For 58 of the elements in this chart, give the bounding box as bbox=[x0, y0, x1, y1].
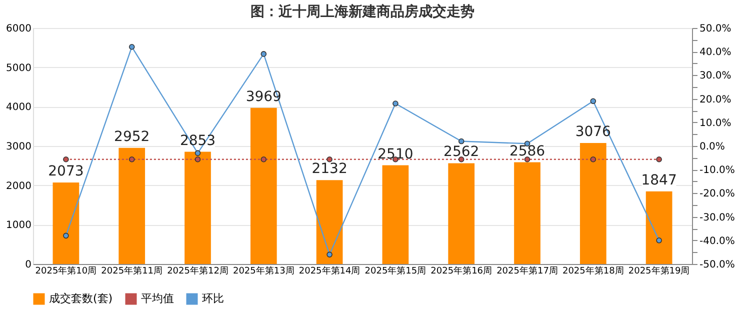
data-label: 1847 bbox=[641, 172, 677, 188]
y2-tick-label: -30.0% bbox=[700, 212, 735, 224]
y2-tick-label: 50.0% bbox=[700, 24, 732, 34]
bar bbox=[316, 180, 343, 264]
y-tick-label: 3000 bbox=[6, 142, 32, 152]
bar bbox=[118, 148, 146, 264]
point bbox=[260, 51, 267, 57]
y-tick-label: 0 bbox=[25, 260, 32, 270]
chart-title: 图：近十周上海新建商品房成交走势 bbox=[250, 3, 474, 20]
bar bbox=[514, 162, 540, 264]
point bbox=[194, 150, 201, 156]
x-tick-label: 2025年第17周 bbox=[496, 266, 558, 276]
x-tick-label: 2025年第13周 bbox=[232, 266, 294, 276]
y-tick-label: 1000 bbox=[6, 220, 32, 232]
point bbox=[63, 232, 69, 239]
data-label: 2586 bbox=[509, 143, 546, 160]
point bbox=[590, 98, 596, 104]
y-tick-label: 5000 bbox=[6, 62, 32, 74]
point bbox=[458, 138, 464, 144]
legend-label: 平均值 bbox=[141, 292, 174, 305]
x-tick-label: 2025年第15周 bbox=[364, 266, 426, 276]
y-tick-label: 4000 bbox=[6, 102, 32, 114]
bar bbox=[52, 182, 80, 264]
y2-tick-label: 0.0% bbox=[700, 142, 725, 152]
y2-tick-label: -10.0% bbox=[700, 165, 735, 176]
y2-tick-label: 10.0% bbox=[700, 118, 732, 129]
x-tick-label: 2025年第18周 bbox=[562, 266, 624, 276]
data-label: 2073 bbox=[48, 163, 84, 180]
x-tick-label: 2025年第11周 bbox=[101, 266, 163, 276]
point bbox=[656, 238, 662, 244]
legend-label: 成交套数(套) bbox=[49, 292, 113, 305]
x-tick-label: 2025年第19周 bbox=[628, 266, 690, 276]
x-tick-label: 2025年第14周 bbox=[298, 266, 360, 276]
y2-tick-label: 40.0% bbox=[700, 47, 732, 58]
y-tick-label: 6000 bbox=[6, 24, 32, 34]
bar bbox=[580, 143, 606, 264]
data-label: 2562 bbox=[444, 144, 480, 160]
y-tick-label: 2000 bbox=[6, 180, 32, 192]
data-label: 2510 bbox=[378, 146, 414, 162]
y2-tick-label: 30.0% bbox=[700, 70, 732, 82]
data-label: 2952 bbox=[114, 128, 150, 145]
data-label: 2132 bbox=[312, 161, 348, 178]
x-tick-label: 2025年第16周 bbox=[430, 266, 492, 276]
x-tick-label: 2025年第10周 bbox=[35, 266, 97, 276]
bar bbox=[250, 108, 277, 264]
y2-tick-label: 20.0% bbox=[700, 94, 732, 106]
x-tick-label: 2025年第12周 bbox=[167, 266, 228, 276]
point bbox=[392, 100, 398, 106]
y2-tick-label: -50.0% bbox=[700, 260, 735, 270]
bar bbox=[448, 163, 475, 264]
bar bbox=[646, 191, 672, 264]
bar bbox=[184, 152, 211, 264]
point bbox=[128, 44, 135, 50]
bar bbox=[382, 165, 409, 264]
y2-tick-label: -40.0% bbox=[700, 236, 735, 247]
point bbox=[326, 252, 332, 258]
legend-label: 环比 bbox=[202, 292, 224, 305]
y2-tick-label: -20.0% bbox=[700, 188, 735, 200]
